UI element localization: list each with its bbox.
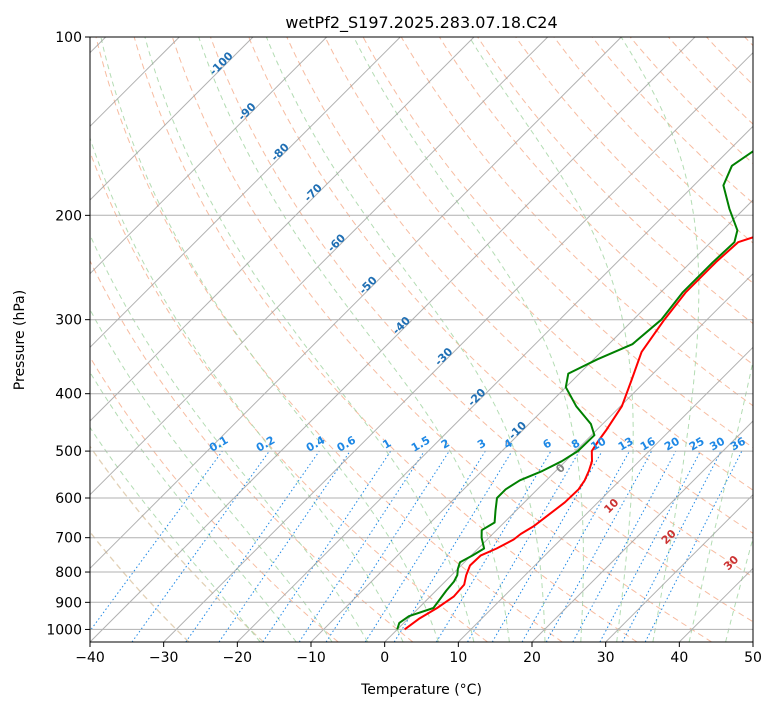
moist-adiabat [198,37,510,642]
x-tick-label: −40 [75,650,105,666]
mixing-ratio-line [521,450,630,642]
dewpoint-line [396,150,753,630]
x-tick-label: 50 [744,650,762,666]
y-tick-label: 400 [55,387,82,403]
dry-adiabat [90,445,264,642]
dry-adiabat [591,37,753,204]
mixing-ratio-line [491,450,603,642]
dry-adiabat [210,37,753,623]
moist-adiabat [620,37,700,642]
moist-adiabat [90,136,404,642]
isotherm-line [90,37,475,422]
y-tick-label: 300 [55,313,82,329]
moist-adiabat [468,37,634,642]
background-lines [90,37,753,642]
mixing-ratio-line [435,450,552,642]
y-tick-label: 200 [55,208,82,224]
mixing-ratio-line [572,450,677,642]
y-tick-label: 100 [55,30,82,46]
isotherm-line [457,346,753,642]
x-axis-label: Temperature (°C) [360,682,482,698]
mixing-ratio-line [364,450,486,642]
isotherm-line [90,37,622,570]
dry-adiabat [400,37,753,407]
dry-adiabat [248,37,753,578]
x-tick-label: 0 [380,650,389,666]
isotherm-line [163,51,753,642]
mixing-ratio-line [325,450,450,642]
isotherm-line [90,37,328,275]
isotherm-line [90,37,254,201]
moist-adiabat [90,371,297,642]
isotherm-line [90,37,401,349]
y-tick-label: 500 [55,444,82,460]
moist-adiabat [725,536,753,642]
y-tick-label: 900 [55,595,82,611]
isotherm-line [90,37,549,496]
moist-adiabat [90,233,369,642]
isotherm-line [90,37,696,642]
chart-title: wetPf2_S197.2025.283.07.18.C24 [285,13,557,33]
axes: −40 −30 −20 −10 0 10 20 30 40 50 100 200 300 400 500 60… [46,30,762,666]
y-axis-label: Pressure (hPa) [12,290,28,390]
x-tick-label: −20 [223,650,253,666]
mixing-ratio-line [218,450,351,642]
mixing-ratio-line [185,450,320,642]
x-tick-label: −30 [149,650,179,666]
dry-adiabat [629,37,753,165]
x-tick-label: 10 [449,650,467,666]
dry-adiabat [477,37,753,325]
dry-adiabat [133,37,638,642]
moist-adiabat [353,37,584,642]
isotherm-line [236,125,753,642]
plot-frame [89,36,754,643]
y-tick-label: 800 [55,565,82,581]
x-tick-label: 20 [523,650,541,666]
x-tick-label: 30 [597,650,615,666]
dry-adiabat [90,259,414,642]
y-tick-label: 1000 [46,622,82,638]
profile-series [396,150,753,631]
pressure-grid [90,37,753,642]
y-tick-label: 600 [55,491,82,507]
moist-adiabat [100,37,439,642]
dry-adiabat [324,37,753,491]
temperature-line [404,236,753,631]
mixing-ratio-line [393,450,513,642]
isotherm-line [605,493,753,642]
moist-adiabat [688,358,753,642]
moist-adiabat [90,308,333,642]
x-tick-label: −10 [296,650,326,666]
x-tick-label: 40 [670,650,688,666]
mixing-ratio-line [467,450,580,642]
isotherm-line [531,420,753,642]
isotherm-line [384,272,753,642]
dry-adiabat [515,37,753,284]
isotherm-line [310,199,753,642]
y-tick-label: 700 [55,531,82,547]
dry-adiabat [171,37,712,642]
